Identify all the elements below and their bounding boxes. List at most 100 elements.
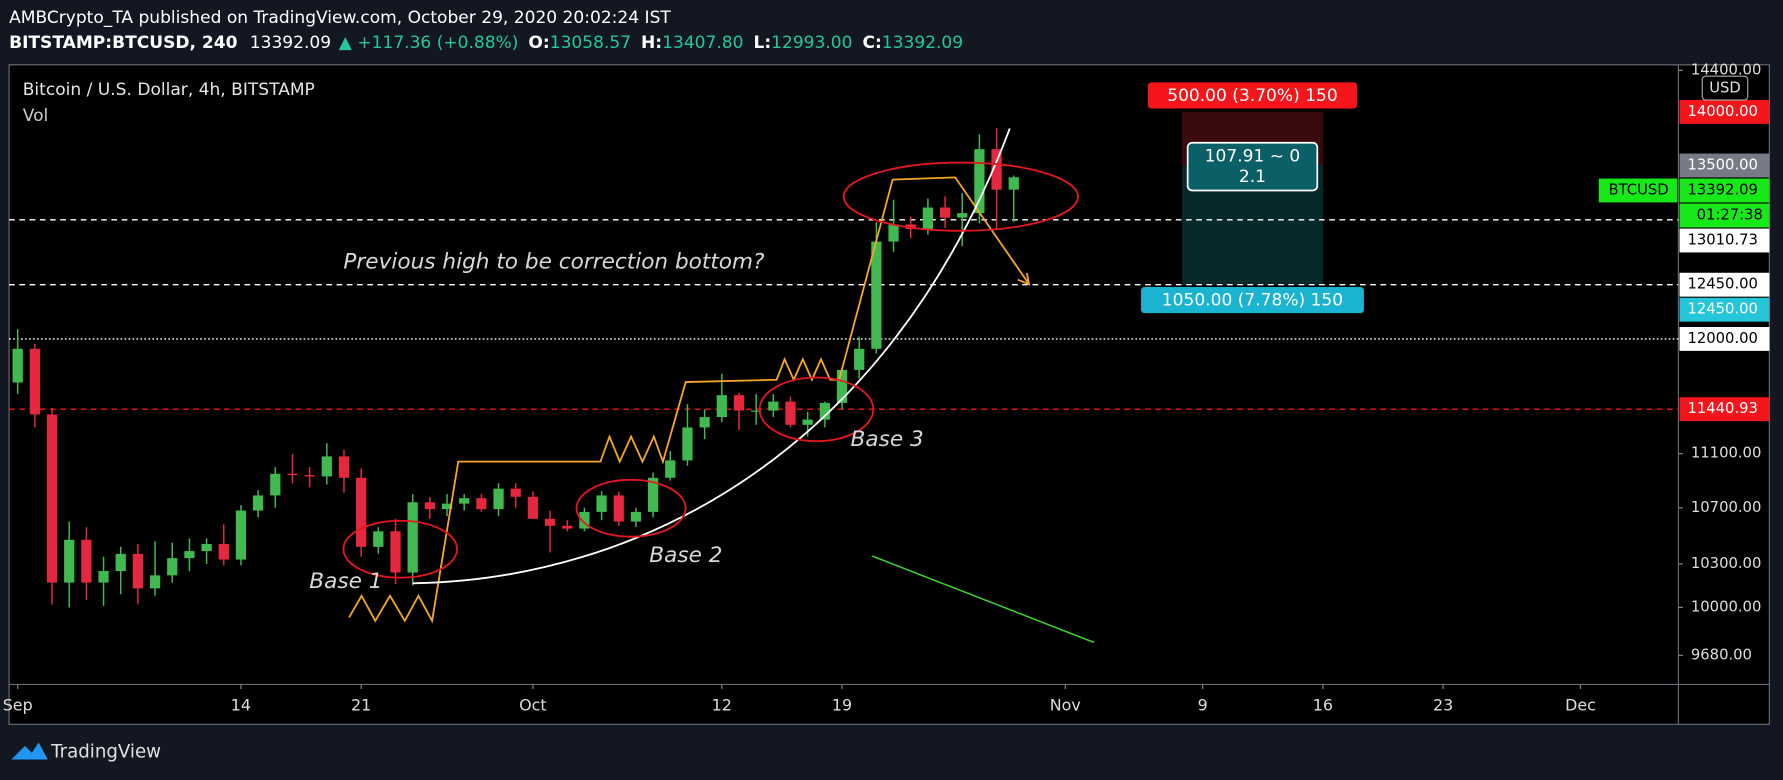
- candle-body: [544, 518, 556, 526]
- logo: [11, 742, 48, 760]
- price-label-box: [1679, 397, 1770, 422]
- candle-body: [527, 496, 539, 519]
- candle-body: [287, 473, 298, 476]
- price-label: 13500.00: [1687, 156, 1757, 173]
- ohlc-label: C:: [862, 33, 881, 53]
- x-tick-label: Nov: [1050, 696, 1081, 715]
- candle-body: [647, 477, 659, 512]
- x-tick-label: 14: [231, 696, 251, 715]
- annotation: Previous high to be correction bottom?: [343, 250, 765, 275]
- target-label: 1050.00 (7.78%) 150: [1162, 291, 1343, 311]
- projection-path: [348, 176, 1031, 624]
- x-tick-label: 21: [351, 696, 371, 715]
- annotation: Base 2: [649, 543, 722, 568]
- y-tick-label: 11100.00: [1691, 445, 1761, 462]
- indicator-label: Vol: [23, 106, 49, 126]
- candle-body: [888, 224, 899, 242]
- base-ellipse: [342, 519, 459, 579]
- footer: TradingView: [11, 742, 161, 763]
- candle-body: [46, 414, 58, 583]
- candle-body: [184, 551, 195, 559]
- candle-body: [356, 477, 367, 547]
- chart-frame: [8, 64, 1770, 725]
- candle-body: [218, 543, 229, 560]
- candle-body: [304, 475, 315, 477]
- base-ellipse: [758, 376, 875, 443]
- candle-body: [922, 207, 934, 229]
- candle-body: [939, 207, 951, 218]
- candle-body: [579, 511, 590, 529]
- price-label: 14000.00: [1687, 103, 1757, 120]
- annotation: Base 3: [851, 427, 924, 452]
- x-tick-label: Oct: [519, 696, 547, 715]
- candle-body: [167, 558, 178, 576]
- ohlc-value: 12993.00: [771, 33, 852, 53]
- candle-body: [29, 348, 40, 415]
- price-label-box: [1679, 228, 1770, 253]
- price-label-box: [1679, 326, 1770, 351]
- price-label: 13392.09: [1687, 181, 1757, 198]
- stop-label: 500.00 (3.70%) 150: [1167, 86, 1337, 106]
- ratio-label: 107.91 ~ 0: [1205, 146, 1301, 166]
- symbol-line: BITSTAMP:BTCUSD, 240 13392.09 ▲ +117.36 …: [9, 33, 963, 53]
- candle-body: [493, 488, 504, 510]
- candle-body: [957, 213, 968, 218]
- candle-body: [1008, 177, 1019, 190]
- candle-body: [441, 503, 453, 510]
- y-tick-label: 9680.00: [1691, 646, 1752, 663]
- plot: Sep 14 21 Oct 12 19 Nov 9 16 23 Dec 500.00 (3.70%) …: [3, 82, 1679, 715]
- stop-label-box: [1147, 82, 1358, 109]
- x-tick-label: 9: [1198, 696, 1208, 715]
- symbol: BITSTAMP:BTCUSD, 240: [9, 33, 238, 53]
- candle-body: [115, 553, 126, 572]
- x-tick-label: 23: [1433, 696, 1453, 715]
- ratio-label: 2.1: [1239, 167, 1266, 187]
- symbol-tag-label: BTCUSD: [1609, 181, 1669, 198]
- change: ▲ +117.36 (+0.88%): [339, 33, 519, 53]
- ohlc-value: 13392.09: [882, 33, 963, 53]
- candle-body: [252, 495, 264, 511]
- y-tick-label: 10000.00: [1691, 598, 1761, 615]
- y-tick-label: 10300.00: [1691, 555, 1761, 572]
- volume-trendline: [871, 555, 1095, 644]
- price-label-box: [1679, 178, 1770, 203]
- candle-body: [424, 502, 435, 510]
- symbol-tag: [1598, 178, 1678, 203]
- countdown: 01:27:38: [1697, 206, 1763, 223]
- last: 13392.09: [250, 33, 331, 53]
- currency-box: [1701, 75, 1749, 101]
- chart-title: Bitcoin / U.S. Dollar, 4h, BITSTAMP: [23, 80, 315, 100]
- candle-body: [235, 510, 247, 560]
- candle-body: [871, 241, 882, 349]
- price-label: 12000.00: [1687, 330, 1757, 347]
- candle-body: [974, 149, 985, 214]
- price-label: 12450.00: [1687, 276, 1757, 293]
- candle-body: [64, 539, 75, 583]
- ohlc-label: H:: [641, 33, 662, 53]
- drawings: [342, 128, 1095, 644]
- annotations: Previous high to be correction bottom? B…: [309, 250, 923, 595]
- candle-body: [802, 419, 813, 425]
- brand: TradingView: [50, 742, 161, 763]
- x-tick-label: 19: [832, 696, 852, 715]
- candle-body: [733, 395, 745, 411]
- author-line: AMBCrypto_TA published on TradingView.co…: [9, 8, 671, 28]
- candle-body: [785, 401, 796, 425]
- candle-body: [562, 525, 573, 529]
- candle-body: [699, 417, 710, 428]
- candle-body: [630, 511, 642, 522]
- price-label: 11440.93: [1687, 400, 1757, 417]
- base-ellipse: [575, 478, 687, 538]
- price-label-box: [1679, 297, 1770, 322]
- price-label: 13010.73: [1687, 232, 1757, 249]
- candle-body: [338, 456, 350, 478]
- candle-body: [201, 543, 212, 552]
- price-label-box: [1679, 272, 1770, 297]
- candle-body: [149, 575, 161, 589]
- candle-body: [613, 495, 624, 522]
- x-tick-label: 12: [712, 696, 732, 715]
- candle-body: [407, 502, 418, 573]
- ratio-box: [1186, 141, 1319, 192]
- annotation: Base 1: [309, 569, 382, 594]
